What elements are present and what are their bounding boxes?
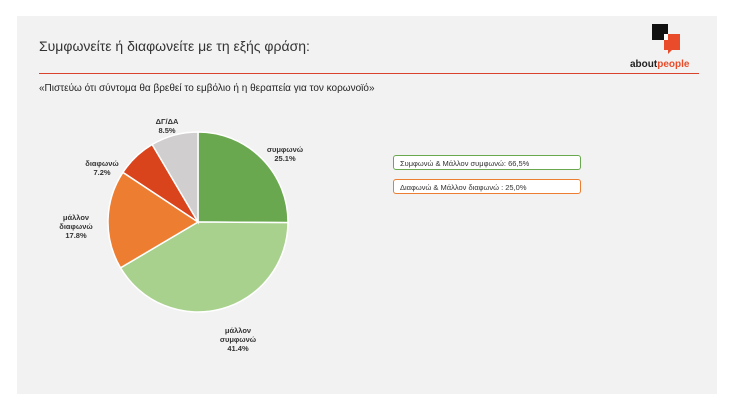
- disagree-total-box: Διαφωνώ & Μάλλον διαφωνώ : 25,0%: [393, 179, 581, 194]
- page-title: Συμφωνείτε ή διαφωνείτε με τη εξής φράση…: [39, 38, 310, 54]
- pie-label-value: 7.2%: [93, 168, 111, 177]
- pie-label-text: διαφωνώ: [59, 222, 93, 231]
- brand-logo-text: aboutpeople: [630, 59, 689, 70]
- pie-label-value: 8.5%: [158, 126, 176, 135]
- pie-label-text: συμφωνώ: [266, 145, 304, 154]
- pie-label-text: μάλλον: [224, 326, 252, 335]
- pie-label-4: ΔΓ/ΔΑ 8.5%: [137, 117, 197, 135]
- pie-label-text: διαφωνώ: [85, 159, 119, 168]
- pie-label-0: συμφωνώ 25.1%: [255, 145, 315, 163]
- pie-label-value: 17.8%: [65, 231, 87, 240]
- question-subtitle: «Πιστεύω ότι σύντομα θα βρεθεί το εμβόλι…: [39, 83, 375, 94]
- pie-label-text: μάλλον: [62, 213, 90, 222]
- pie-slice-1: [119, 221, 289, 313]
- pie-label-value: 41.4%: [227, 344, 249, 353]
- logo-text-accent: people: [657, 59, 690, 70]
- pie-chart-area: [17, 16, 717, 394]
- pie-label-3: διαφωνώ 7.2%: [72, 159, 132, 177]
- logo-text-plain: about: [630, 59, 658, 70]
- pie-label-text: ΔΓ/ΔΑ: [155, 117, 179, 126]
- pie-label-text: συμφωνώ: [219, 335, 257, 344]
- pie-label-value: 25.1%: [274, 154, 296, 163]
- header-divider: [39, 73, 699, 74]
- pie-label-1: μάλλον συμφωνώ 41.4%: [208, 326, 268, 353]
- pie-slice-4: [151, 131, 199, 225]
- aboutpeople-logo-icon: [652, 24, 680, 54]
- slide: Συμφωνείτε ή διαφωνείτε με τη εξής φράση…: [17, 16, 717, 394]
- pie-slice-2: [107, 171, 200, 269]
- pie-slice-0: [197, 131, 289, 224]
- agree-total-box: Συμφωνώ & Μάλλον συμφωνώ: 66,5%: [393, 155, 581, 170]
- pie-label-2: μάλλον διαφωνώ 17.8%: [46, 213, 106, 240]
- pie-chart: [107, 131, 289, 313]
